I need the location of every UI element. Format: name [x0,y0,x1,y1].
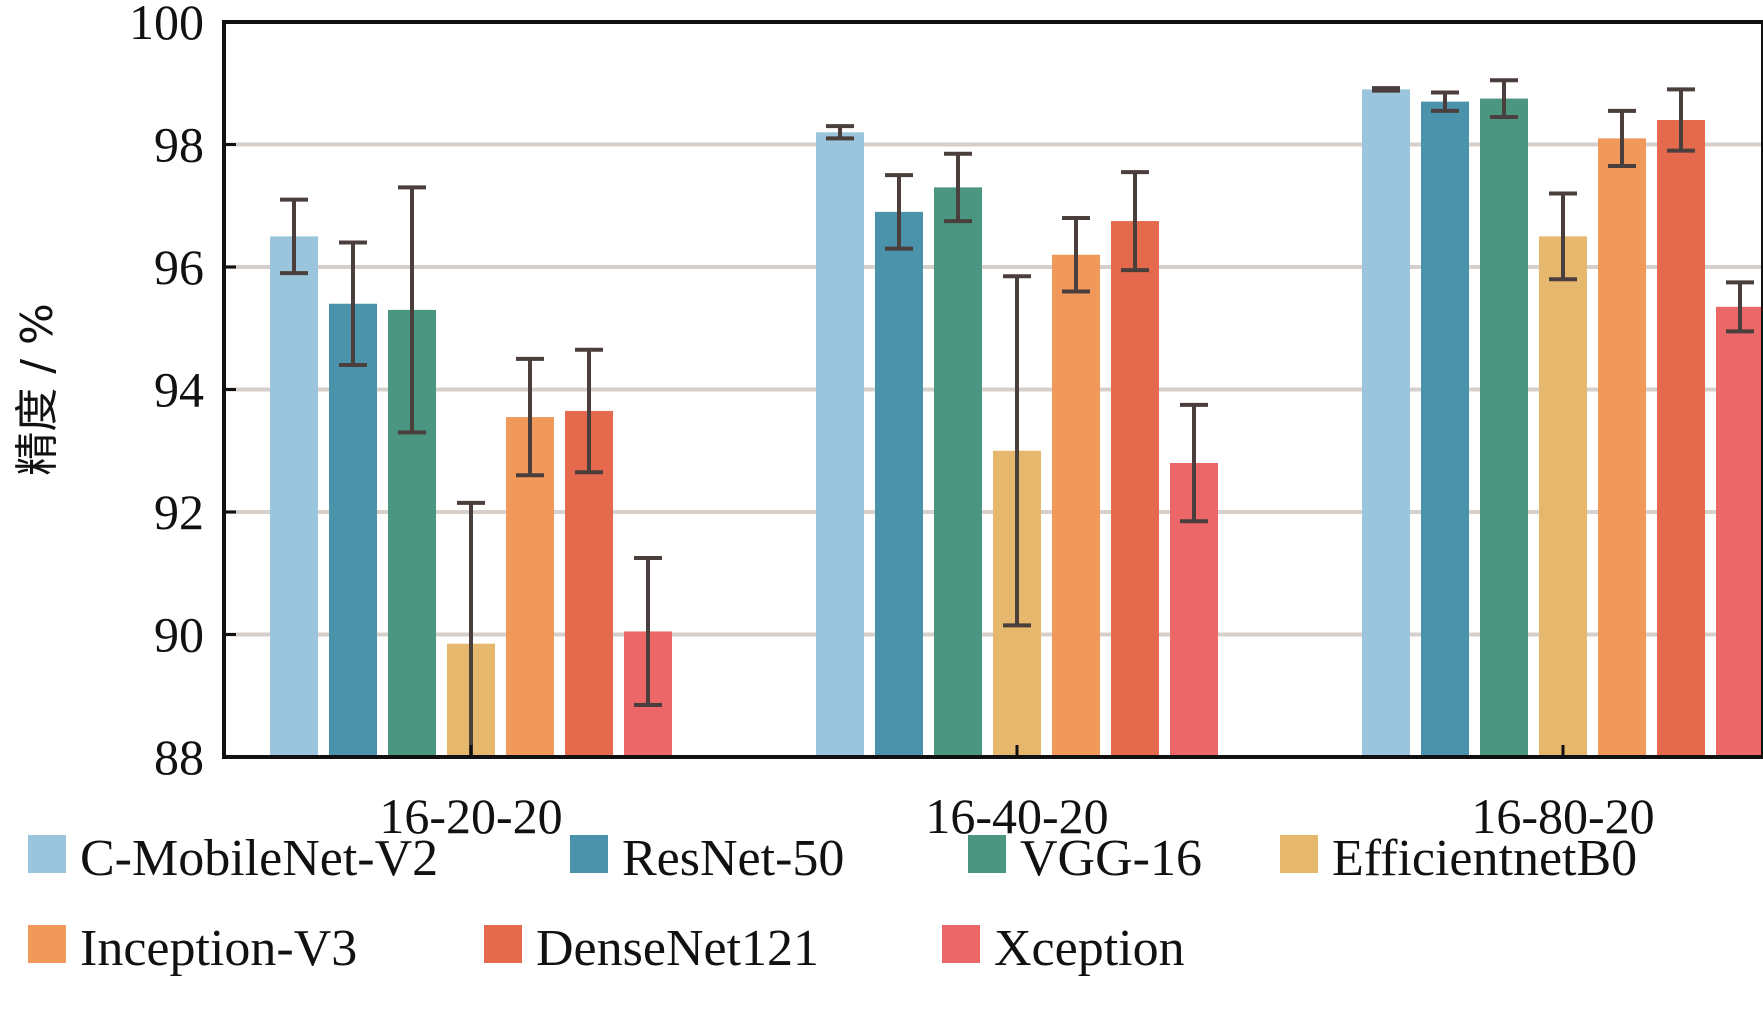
legend-swatch [968,835,1006,873]
bar [329,303,377,757]
x-tick-label: 16-20-20 [379,788,562,844]
x-tick-label: 16-40-20 [925,788,1108,844]
legend-swatch [570,835,608,873]
x-axis: 16-20-20 16-40-20 16-80-20 [379,745,1655,844]
y-tick-label: 96 [154,239,204,295]
bar [934,187,982,757]
y-tick-label: 98 [154,117,204,173]
y-tick-label: 92 [154,484,204,540]
bar [270,236,318,757]
bar [1421,101,1469,757]
bar [1111,221,1159,757]
legend: C-MobileNet-V2 ResNet-50 VGG-16 Efficientne… [28,830,1637,977]
bars [270,89,1763,757]
y-axis-label: 精度 / % [12,303,63,476]
legend-swatch [28,925,66,963]
legend-swatch [942,925,980,963]
bar [1716,306,1763,757]
legend-label: DenseNet121 [536,920,819,977]
legend-swatch [1280,835,1318,873]
error-bars [280,78,1754,757]
bar [1052,254,1100,757]
legend-label: ResNet-50 [622,830,844,887]
y-axis: 88 90 92 94 96 98 100 [129,0,236,785]
bar [1362,89,1410,757]
legend-label: EfficientnetB0 [1332,830,1637,887]
y-tick-label: 90 [154,607,204,663]
x-tick-label: 16-80-20 [1471,788,1654,844]
y-tick-label: 100 [129,0,204,50]
bar [1598,138,1646,757]
y-tick-label: 88 [154,729,204,785]
bar [1657,120,1705,757]
bar [1539,236,1587,757]
legend-label: VGG-16 [1020,830,1202,887]
legend-swatch [484,925,522,963]
legend-label: Inception-V3 [80,920,357,977]
bar [875,211,923,757]
legend-label: C-MobileNet-V2 [80,830,438,887]
legend-swatch [28,835,66,873]
legend-label: Xception [994,920,1185,977]
y-tick-label: 94 [154,362,204,418]
bar [816,132,864,757]
bar [1480,98,1528,757]
